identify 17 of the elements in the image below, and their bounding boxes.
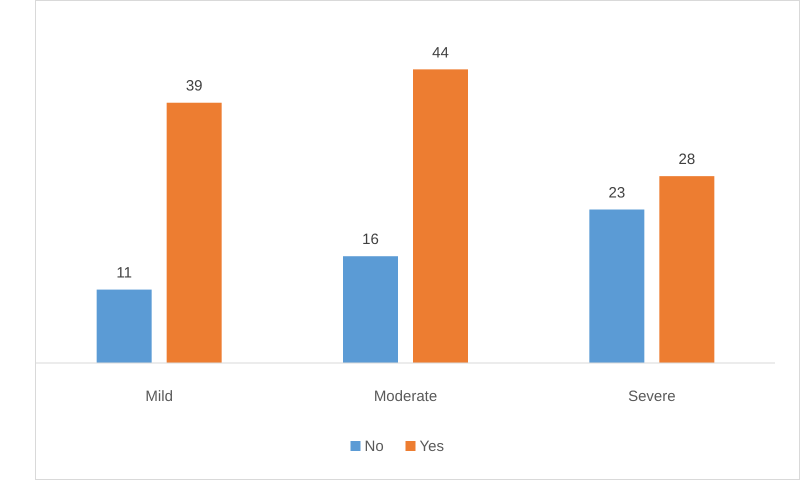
data-label: 44 [432, 44, 449, 62]
data-label: 28 [678, 151, 696, 168]
x-tick-label: Mild [145, 388, 173, 405]
legend-label: No [364, 438, 384, 455]
bar [96, 290, 152, 363]
bar [166, 102, 222, 363]
data-label: 23 [608, 184, 626, 202]
bar [589, 210, 644, 363]
data-label: 39 [186, 78, 203, 95]
bar [343, 256, 398, 363]
x-tick-label: Severe [628, 388, 676, 405]
legend-label: Yes [420, 438, 444, 455]
data-label: 11 [116, 264, 132, 282]
bar [659, 176, 714, 363]
data-label: 16 [362, 231, 379, 248]
x-tick-label: Moderate [374, 388, 438, 405]
bar [413, 69, 468, 363]
